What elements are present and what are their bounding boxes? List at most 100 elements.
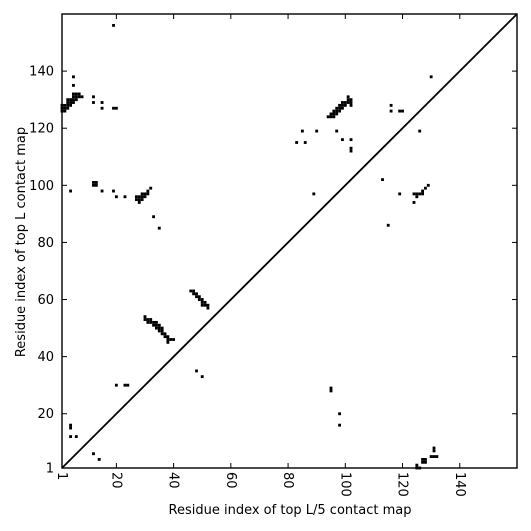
contact-point xyxy=(381,178,384,182)
contact-point xyxy=(143,192,147,196)
contact-point xyxy=(123,383,127,387)
contact-point xyxy=(332,112,336,116)
contact-point xyxy=(312,192,316,196)
contact-point xyxy=(63,109,67,113)
contact-point xyxy=(398,192,402,196)
contact-point xyxy=(92,101,95,104)
contact-point xyxy=(66,101,70,104)
x-tick-label: 100 xyxy=(337,472,352,497)
contact-point xyxy=(432,446,436,450)
contact-point xyxy=(338,412,342,416)
contact-point xyxy=(349,146,353,150)
contact-point xyxy=(200,300,204,304)
contact-point xyxy=(195,295,198,299)
contact-point xyxy=(415,463,419,467)
contact-point xyxy=(426,183,430,187)
contact-point xyxy=(172,338,176,341)
contact-point xyxy=(197,295,201,299)
contact-point xyxy=(134,198,138,202)
contact-point xyxy=(72,95,75,99)
contact-point xyxy=(169,338,173,341)
diagonal-line xyxy=(61,13,518,469)
contact-point xyxy=(343,103,347,107)
contact-point xyxy=(429,455,433,459)
contact-point xyxy=(332,115,336,119)
contact-point xyxy=(69,423,73,427)
y-axis-label: Residue index of top L contact map xyxy=(14,127,29,357)
contact-point xyxy=(149,186,153,190)
contact-point xyxy=(338,106,342,110)
contact-point xyxy=(338,103,342,107)
contact-point xyxy=(332,109,336,113)
contact-point xyxy=(69,98,73,102)
contact-point xyxy=(140,195,144,199)
contact-point xyxy=(114,106,118,110)
contact-point xyxy=(63,103,67,107)
y-tick-label: 140 xyxy=(29,65,54,80)
x-tick-label: 60 xyxy=(223,472,238,489)
contact-point xyxy=(192,292,196,296)
contact-point xyxy=(424,186,427,190)
contact-point xyxy=(160,332,164,336)
y-tick-label: 80 xyxy=(37,236,54,251)
contact-point xyxy=(329,115,333,119)
contact-point xyxy=(72,98,75,102)
contact-point xyxy=(412,201,416,204)
contact-point xyxy=(341,101,344,104)
contact-point xyxy=(137,201,141,204)
contact-point xyxy=(166,338,170,341)
contact-point xyxy=(349,149,353,153)
contact-point xyxy=(92,183,95,187)
contact-point xyxy=(386,223,390,227)
contact-point xyxy=(69,189,73,193)
contact-point xyxy=(329,112,333,116)
contact-point xyxy=(200,298,204,301)
contact-point xyxy=(389,109,393,113)
contact-point xyxy=(152,215,155,219)
contact-point xyxy=(415,192,419,196)
x-tick-label: 20 xyxy=(108,472,123,489)
contact-point xyxy=(157,226,161,230)
contact-point xyxy=(146,320,150,324)
contact-point xyxy=(92,452,95,456)
contact-point xyxy=(192,289,196,293)
contact-point xyxy=(343,101,347,104)
contact-point xyxy=(72,83,75,87)
contact-point xyxy=(163,335,167,339)
contact-point xyxy=(315,129,319,133)
contact-point xyxy=(418,129,422,133)
contact-point xyxy=(152,320,155,324)
contact-point xyxy=(69,103,73,107)
contact-point xyxy=(143,318,147,321)
x-axis: 1 20 40 60 80 100 120 140 xyxy=(54,14,467,497)
contact-points xyxy=(60,23,439,470)
contact-point xyxy=(421,192,424,196)
y-tick-label: 20 xyxy=(37,407,54,422)
contact-point xyxy=(74,92,78,96)
y-tick-label: 40 xyxy=(37,350,54,365)
contact-point xyxy=(424,458,427,461)
contact-point xyxy=(424,460,427,464)
contact-point xyxy=(206,303,210,307)
contact-point xyxy=(203,300,207,304)
contact-point xyxy=(341,106,344,110)
contact-point xyxy=(77,92,81,96)
contact-point xyxy=(94,181,98,184)
contact-point xyxy=(97,458,101,461)
contact-point xyxy=(338,423,342,427)
x-tick-label: 120 xyxy=(395,472,410,497)
contact-point xyxy=(137,195,141,199)
contact-point xyxy=(300,129,304,133)
y-tick-label: 120 xyxy=(29,122,54,137)
contact-point xyxy=(66,98,70,102)
contact-point xyxy=(126,383,130,387)
contact-point xyxy=(77,95,81,99)
contact-point xyxy=(341,103,344,107)
contact-point xyxy=(72,101,75,104)
contact-point xyxy=(134,195,138,199)
contact-point xyxy=(112,106,115,110)
contact-point xyxy=(398,109,402,113)
contact-point xyxy=(200,303,204,307)
